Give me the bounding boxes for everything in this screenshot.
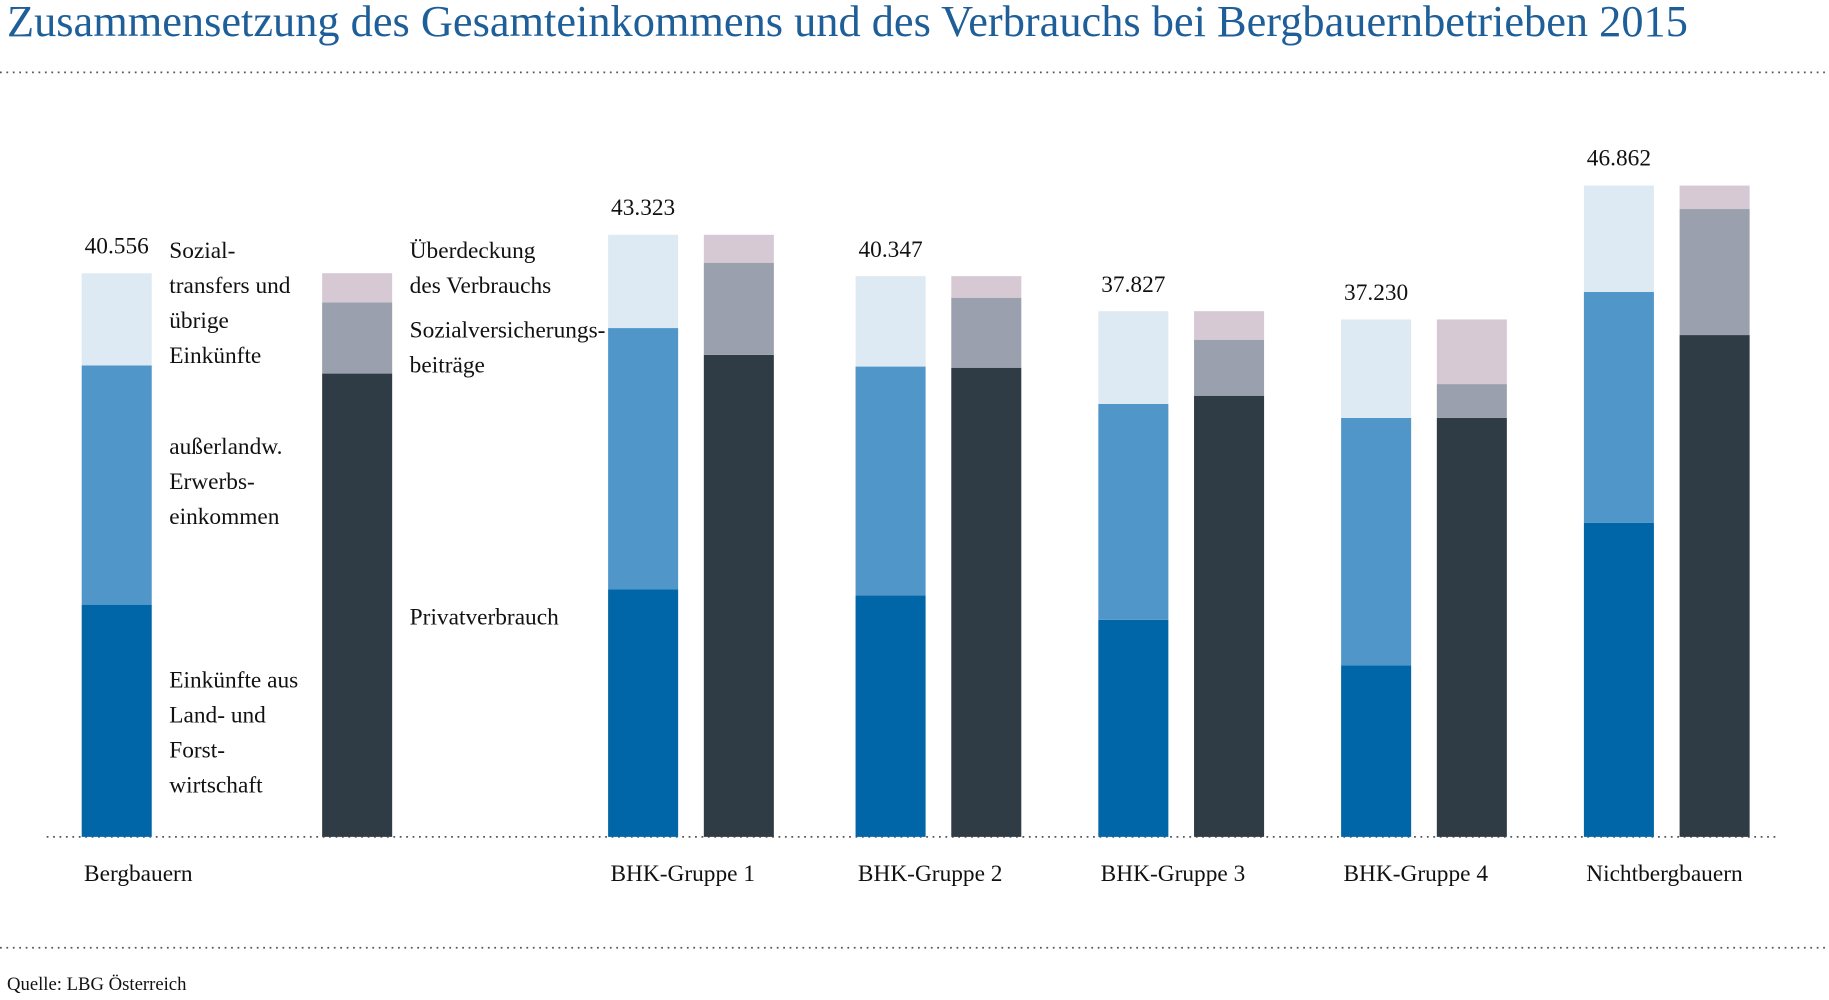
bar-segment bbox=[855, 595, 926, 837]
bar-segment bbox=[1194, 339, 1265, 396]
bar-segment bbox=[703, 354, 774, 837]
bar-segment bbox=[1583, 291, 1654, 523]
bar-segment bbox=[322, 302, 393, 374]
bar-segment bbox=[1341, 665, 1412, 837]
bar-segment bbox=[322, 373, 393, 837]
bar-segment bbox=[951, 276, 1022, 298]
bar-segment bbox=[1583, 185, 1654, 292]
bar-segment bbox=[855, 366, 926, 596]
source-note: Quelle: LBG Österreich bbox=[7, 974, 187, 995]
x-tick-label: BHK-Gruppe 4 bbox=[1343, 861, 1489, 888]
bar-segment bbox=[1679, 209, 1750, 336]
x-tick-label: BHK-Gruppe 1 bbox=[610, 861, 756, 888]
x-tick-label: Nichtbergbauern bbox=[1586, 861, 1743, 888]
legend-label: Privatverbrauch bbox=[409, 604, 559, 631]
bar-segment bbox=[81, 604, 152, 837]
total-label: 37.230 bbox=[1344, 279, 1409, 306]
total-label: 43.323 bbox=[611, 195, 676, 221]
bar-segment bbox=[608, 328, 679, 590]
chart-title: Zusammensetzung des Gesamteinkommens und… bbox=[7, 0, 1688, 47]
bar-segment bbox=[608, 589, 679, 837]
x-tick-label: Bergbauern bbox=[84, 861, 193, 888]
bar-segment bbox=[1679, 185, 1750, 210]
bar-segment bbox=[703, 262, 774, 355]
bar-segment bbox=[951, 367, 1022, 837]
bar-segment bbox=[1341, 319, 1412, 418]
bar-segment bbox=[951, 297, 1022, 368]
bar-segment bbox=[81, 273, 152, 366]
bar-segment bbox=[1436, 319, 1507, 385]
legend-label: Überdeckung des Verbrauchs bbox=[409, 238, 552, 299]
bar-segment bbox=[322, 273, 393, 303]
bar-segment bbox=[1098, 311, 1169, 404]
bar-segment bbox=[855, 276, 926, 367]
bar-segment bbox=[1098, 619, 1169, 837]
legend-label: Sozial- transfers und übrige Einkünfte bbox=[169, 238, 291, 369]
total-label: 40.347 bbox=[858, 236, 923, 263]
bar-segment bbox=[1098, 403, 1169, 620]
bar-segment bbox=[1194, 311, 1265, 340]
bar-segment bbox=[1583, 522, 1654, 837]
bar-segment bbox=[703, 234, 774, 263]
bar-segment bbox=[81, 365, 152, 605]
total-label: 46.862 bbox=[1586, 145, 1652, 172]
legend-label: Sozialversicherungs- beiträge bbox=[409, 317, 606, 379]
bar-segment bbox=[1341, 417, 1412, 666]
bar-segment bbox=[1436, 384, 1507, 418]
total-label: 40.556 bbox=[84, 233, 149, 260]
bar-segment bbox=[608, 234, 679, 329]
bar-segment bbox=[1194, 395, 1265, 837]
legend-label: Einkünfte aus Land- und Forst- wirtschaf… bbox=[169, 667, 299, 799]
bar-segment bbox=[1679, 335, 1750, 837]
x-tick-label: BHK-Gruppe 3 bbox=[1100, 861, 1246, 888]
bar-segment bbox=[1436, 417, 1507, 837]
x-tick-label: BHK-Gruppe 2 bbox=[857, 861, 1003, 888]
total-label: 37.827 bbox=[1101, 271, 1166, 298]
legend-label: außerlandw. Erwerbs- einkommen bbox=[169, 434, 283, 530]
